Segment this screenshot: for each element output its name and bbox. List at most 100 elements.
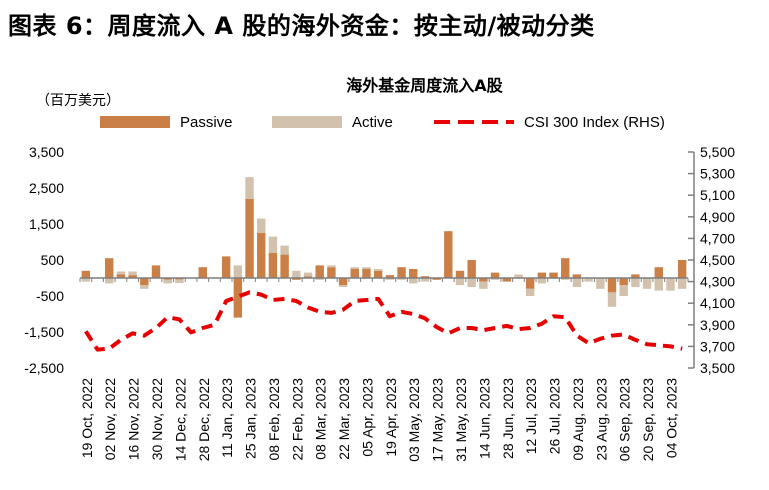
bar-active	[385, 278, 395, 280]
bar-passive	[631, 274, 640, 278]
bar-active	[128, 271, 137, 276]
bar-active	[303, 272, 313, 277]
bar-passive	[432, 278, 441, 280]
bar-passive	[128, 275, 137, 278]
bar-passive	[116, 274, 126, 278]
bar-active	[420, 278, 430, 282]
bar-passive	[338, 278, 348, 286]
bar-passive	[105, 258, 114, 278]
bar-active	[362, 267, 371, 269]
bar-passive	[257, 233, 266, 278]
bar-active	[537, 278, 547, 284]
bar-passive	[561, 258, 570, 278]
bar-active	[268, 236, 278, 253]
bar-passive	[455, 270, 465, 278]
bar-active	[175, 279, 184, 284]
x-tick-label: 09 Aug, 2023	[570, 378, 586, 461]
y-tick-label: 1,500	[29, 216, 64, 232]
bar-passive	[81, 270, 91, 278]
x-tick-label: 19 Apr, 2023	[383, 378, 399, 457]
bar-active	[666, 278, 675, 291]
bar-active	[397, 278, 406, 280]
x-tick-label: 28 Jun, 2023	[500, 378, 516, 459]
x-tick-label: 11 Jan, 2023	[219, 378, 235, 458]
bar-active	[116, 271, 126, 275]
bar-active	[514, 274, 523, 278]
x-tick-label: 03 May, 2023	[406, 378, 422, 462]
x-tick-label: 08 Mar, 2023	[313, 378, 329, 460]
bar-passive	[303, 276, 313, 278]
bar-passive	[479, 278, 488, 282]
bar-passive	[315, 265, 324, 278]
bar-active	[409, 278, 418, 284]
bar-active	[479, 281, 488, 289]
x-tick-label: 04 Oct, 2023	[663, 378, 679, 458]
bar-active	[338, 285, 348, 287]
bar-active	[572, 278, 582, 287]
y-tick-label: -500	[36, 288, 64, 304]
x-tick-label: 22 Mar, 2023	[336, 378, 352, 460]
y-tick-label: 3,500	[29, 144, 64, 160]
bar-passive	[619, 278, 628, 286]
y2-tick-label: 3,900	[700, 317, 735, 333]
bar-active	[140, 285, 149, 289]
figure-title: 图表 6：周度流入 A 股的海外资金：按主动/被动分类	[8, 12, 595, 40]
bar-active	[245, 177, 254, 199]
x-tick-label: 14 Dec, 2022	[172, 378, 188, 461]
series-line-csi300	[84, 290, 683, 352]
y2-tick-label: 4,900	[700, 209, 735, 225]
bar-passive	[677, 260, 687, 278]
x-tick-label: 25 Jan, 2023	[243, 378, 259, 459]
legend-csi-swatch	[434, 120, 514, 124]
bar-active	[596, 278, 605, 289]
bar-active	[561, 278, 570, 280]
x-tick-label: 22 Feb, 2023	[289, 378, 305, 461]
x-tick-label: 20 Sep, 2023	[640, 378, 656, 462]
bar-active	[327, 265, 336, 268]
x-tick-label: 12 Jul, 2023	[523, 378, 539, 454]
bar-passive	[280, 254, 289, 278]
bar-passive	[502, 278, 511, 282]
y2-tick-label: 5,500	[700, 144, 735, 160]
y2-tick-label: 3,500	[700, 360, 735, 376]
bar-passive	[268, 252, 278, 278]
bar-passive	[221, 256, 231, 278]
x-tick-label: 05 Apr, 2023	[359, 378, 375, 457]
bar-active	[373, 269, 383, 271]
bar-active	[280, 245, 289, 255]
x-tick-label: 08 Feb, 2023	[266, 378, 282, 461]
bar-passive	[420, 276, 430, 278]
bar-passive	[373, 270, 383, 278]
legend-active: Active	[272, 112, 393, 132]
bar-active	[584, 278, 593, 282]
bar-active	[233, 265, 243, 278]
bar-passive	[490, 272, 500, 278]
chart-title: 海外基金周度流入A股	[346, 76, 503, 95]
legend-active-swatch	[272, 116, 342, 128]
bar-passive	[198, 267, 207, 278]
bar-passive	[233, 278, 243, 318]
bar-active	[490, 278, 500, 280]
y-tick-label: 500	[41, 252, 65, 268]
x-tick-label: 17 May, 2023	[430, 378, 446, 462]
bar-passive	[350, 269, 359, 278]
y-tick-label: 2,500	[29, 180, 64, 196]
bar-active	[642, 278, 652, 289]
bar-passive	[362, 269, 371, 278]
y2-tick-label: 5,100	[700, 187, 735, 203]
bar-active	[350, 267, 359, 269]
x-tick-label: 16 Nov, 2022	[126, 378, 142, 460]
legend-active-label: Active	[352, 113, 393, 131]
bar-active	[455, 278, 465, 286]
bar-passive	[292, 278, 301, 280]
bar-passive	[397, 267, 406, 278]
bar-passive	[140, 278, 149, 286]
bar-active	[467, 278, 476, 287]
bar-active	[257, 218, 266, 233]
y-axis-unit-label: （百万美元）	[36, 93, 120, 109]
bar-passive	[572, 274, 582, 278]
y2-tick-label: 4,500	[700, 252, 735, 268]
x-tick-label: 26 Jul, 2023	[547, 378, 563, 454]
bar-active	[619, 285, 628, 296]
